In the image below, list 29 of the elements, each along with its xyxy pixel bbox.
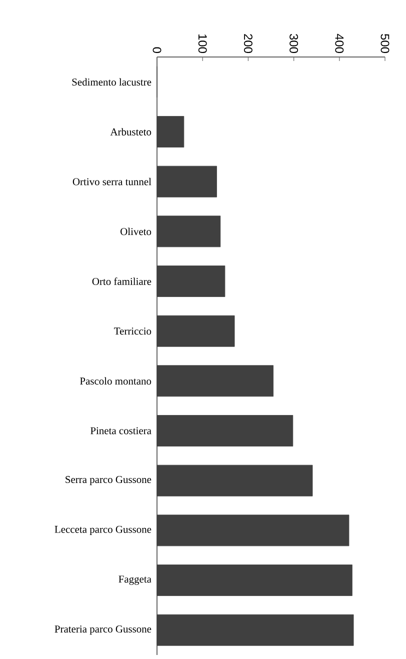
bar: [156, 166, 217, 198]
bar: [156, 266, 226, 297]
y-tick-label: Pascolo montano: [80, 377, 152, 385]
y-tick-label: Serra parco Gussone: [66, 476, 152, 486]
x-tick-label: 200: [244, 34, 252, 54]
y-tick-label: Terriccio: [114, 328, 152, 335]
bar: [156, 514, 350, 546]
bar: [156, 116, 184, 148]
y-tick-label: Lecceta parco Gussone: [54, 526, 152, 535]
bar: [156, 415, 294, 446]
bar: [156, 315, 235, 347]
y-tick-label: Arbusteto: [110, 128, 152, 136]
y-tick-label: Oliveto: [120, 228, 152, 236]
y-tick-label: Pineta costiera: [90, 427, 152, 434]
x-tick-label: 100: [198, 34, 207, 54]
bar: [156, 614, 354, 646]
bar: [156, 216, 221, 248]
y-tick-label: Prateria parco Gussone: [54, 626, 152, 635]
bar: [156, 365, 274, 397]
x-tick-label: 400: [335, 34, 344, 54]
y-tick-label: Faggeta: [118, 576, 152, 585]
x-tick-label: 0: [152, 47, 162, 54]
bar: [156, 564, 352, 596]
bar: [156, 464, 313, 496]
y-tick-label: Sedimento lacustre: [72, 78, 152, 86]
x-tick-label: 300: [290, 34, 298, 54]
x-tick-label: 500: [380, 34, 390, 54]
y-tick-label: Orto familiare: [92, 278, 152, 285]
y-tick-label: Ortivo serra tunnel: [72, 178, 152, 186]
